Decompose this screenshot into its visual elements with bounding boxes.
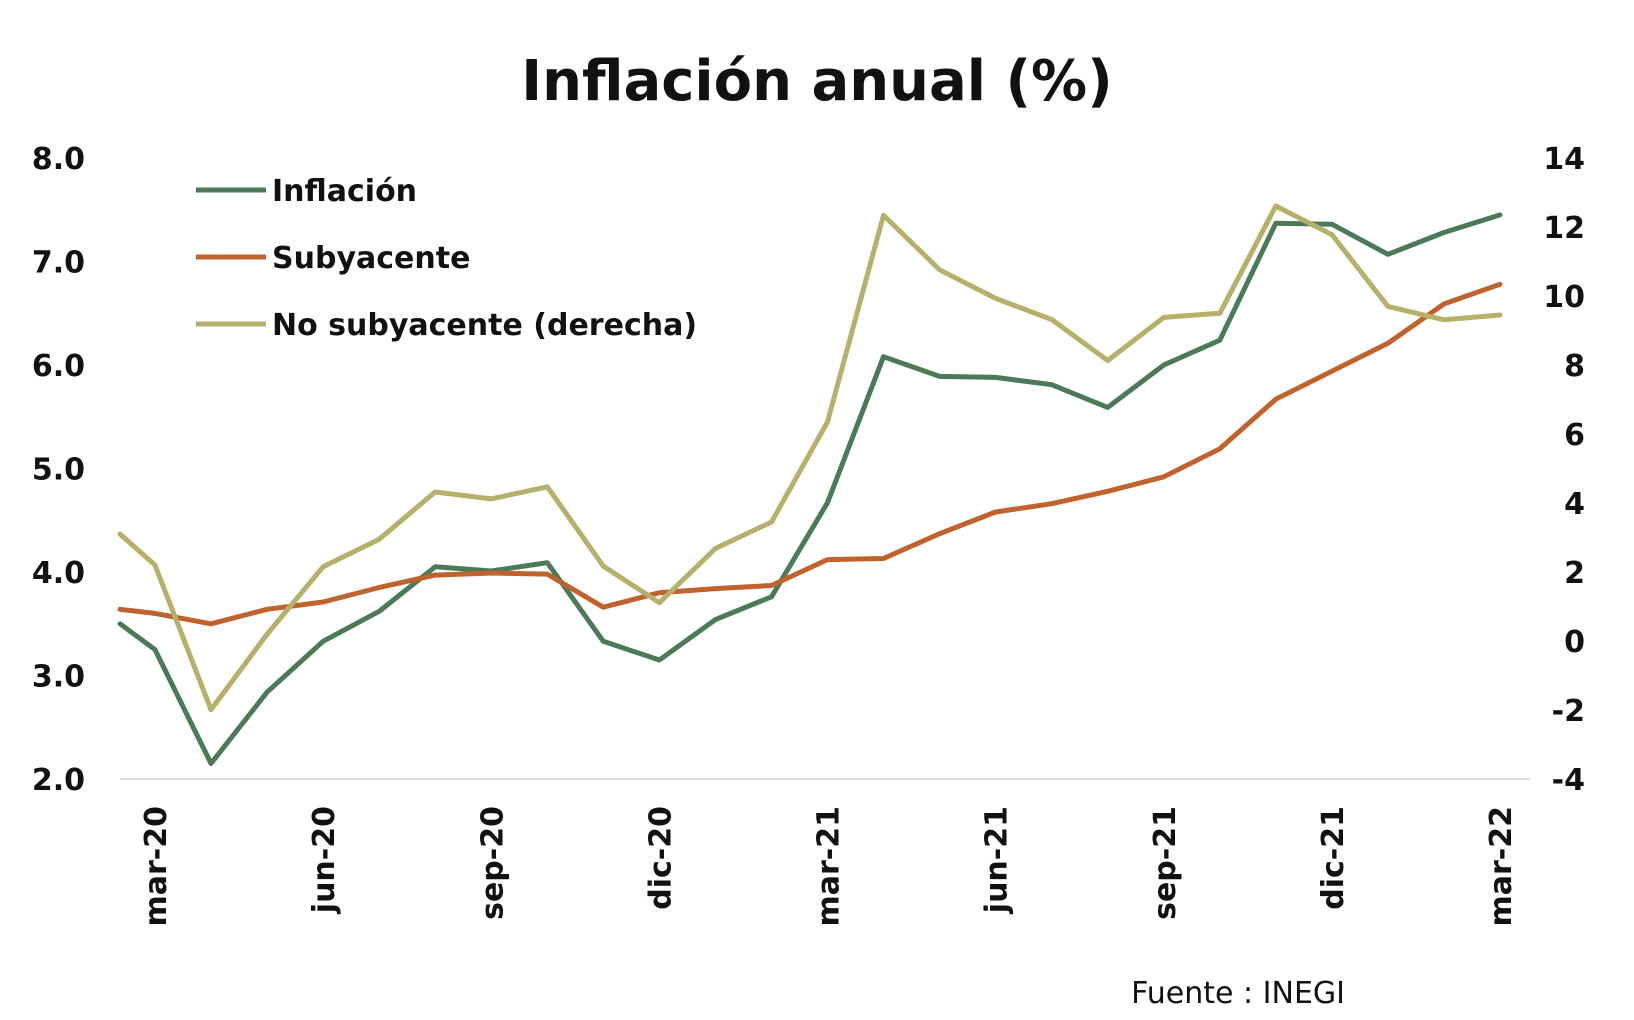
right-tick-label: 0 xyxy=(1564,625,1585,660)
left-y-axis: 2.0 3.0 4.0 5.0 6.0 7.0 8.0 xyxy=(32,142,85,798)
x-tick-label: mar-22 xyxy=(1484,806,1519,927)
left-tick-label: 7.0 xyxy=(32,246,85,281)
legend-label: No subyacente (derecha) xyxy=(272,308,697,343)
right-tick-label: 4 xyxy=(1564,487,1585,522)
x-tick-label: jun-20 xyxy=(307,806,342,914)
x-tick-label: mar-20 xyxy=(139,806,174,927)
legend-label: Inflación xyxy=(272,174,417,209)
legend-label: Subyacente xyxy=(272,241,470,276)
series-line-2 xyxy=(117,203,1503,713)
left-tick-label: 3.0 xyxy=(32,660,85,695)
chart-title: Inflación anual (%) xyxy=(521,49,1113,114)
x-tick-label: dic-21 xyxy=(1316,806,1351,910)
source-note: Fuente : INEGI xyxy=(1131,976,1345,1011)
right-tick-label: -2 xyxy=(1552,694,1585,729)
left-tick-label: 8.0 xyxy=(32,142,85,177)
right-tick-label: -4 xyxy=(1552,763,1585,798)
right-tick-label: 2 xyxy=(1564,556,1585,591)
x-tick-label: jun-21 xyxy=(980,806,1015,914)
right-tick-label: 12 xyxy=(1543,211,1585,246)
right-tick-label: 6 xyxy=(1564,418,1585,453)
series-line-0 xyxy=(117,212,1503,766)
legend: Inflación Subyacente No subyacente (derech… xyxy=(196,174,697,343)
left-tick-label: 5.0 xyxy=(32,453,85,488)
series-lines xyxy=(117,203,1503,766)
x-tick-label: sep-20 xyxy=(475,806,510,920)
left-tick-label: 2.0 xyxy=(32,763,85,798)
series-line-1 xyxy=(117,281,1503,627)
right-tick-label: 14 xyxy=(1543,142,1585,177)
x-tick-label: mar-21 xyxy=(812,806,847,927)
x-tick-label: sep-21 xyxy=(1148,806,1183,920)
x-tick-label: dic-20 xyxy=(643,806,678,910)
x-axis: mar-20 jun-20 sep-20 dic-20 mar-21 jun-21 sep-… xyxy=(139,806,1519,927)
right-tick-label: 10 xyxy=(1543,280,1585,315)
left-tick-label: 6.0 xyxy=(32,349,85,384)
right-y-axis: -4 -2 0 2 4 6 8 10 12 14 xyxy=(1543,142,1585,798)
right-tick-label: 8 xyxy=(1564,349,1585,384)
left-tick-label: 4.0 xyxy=(32,556,85,591)
